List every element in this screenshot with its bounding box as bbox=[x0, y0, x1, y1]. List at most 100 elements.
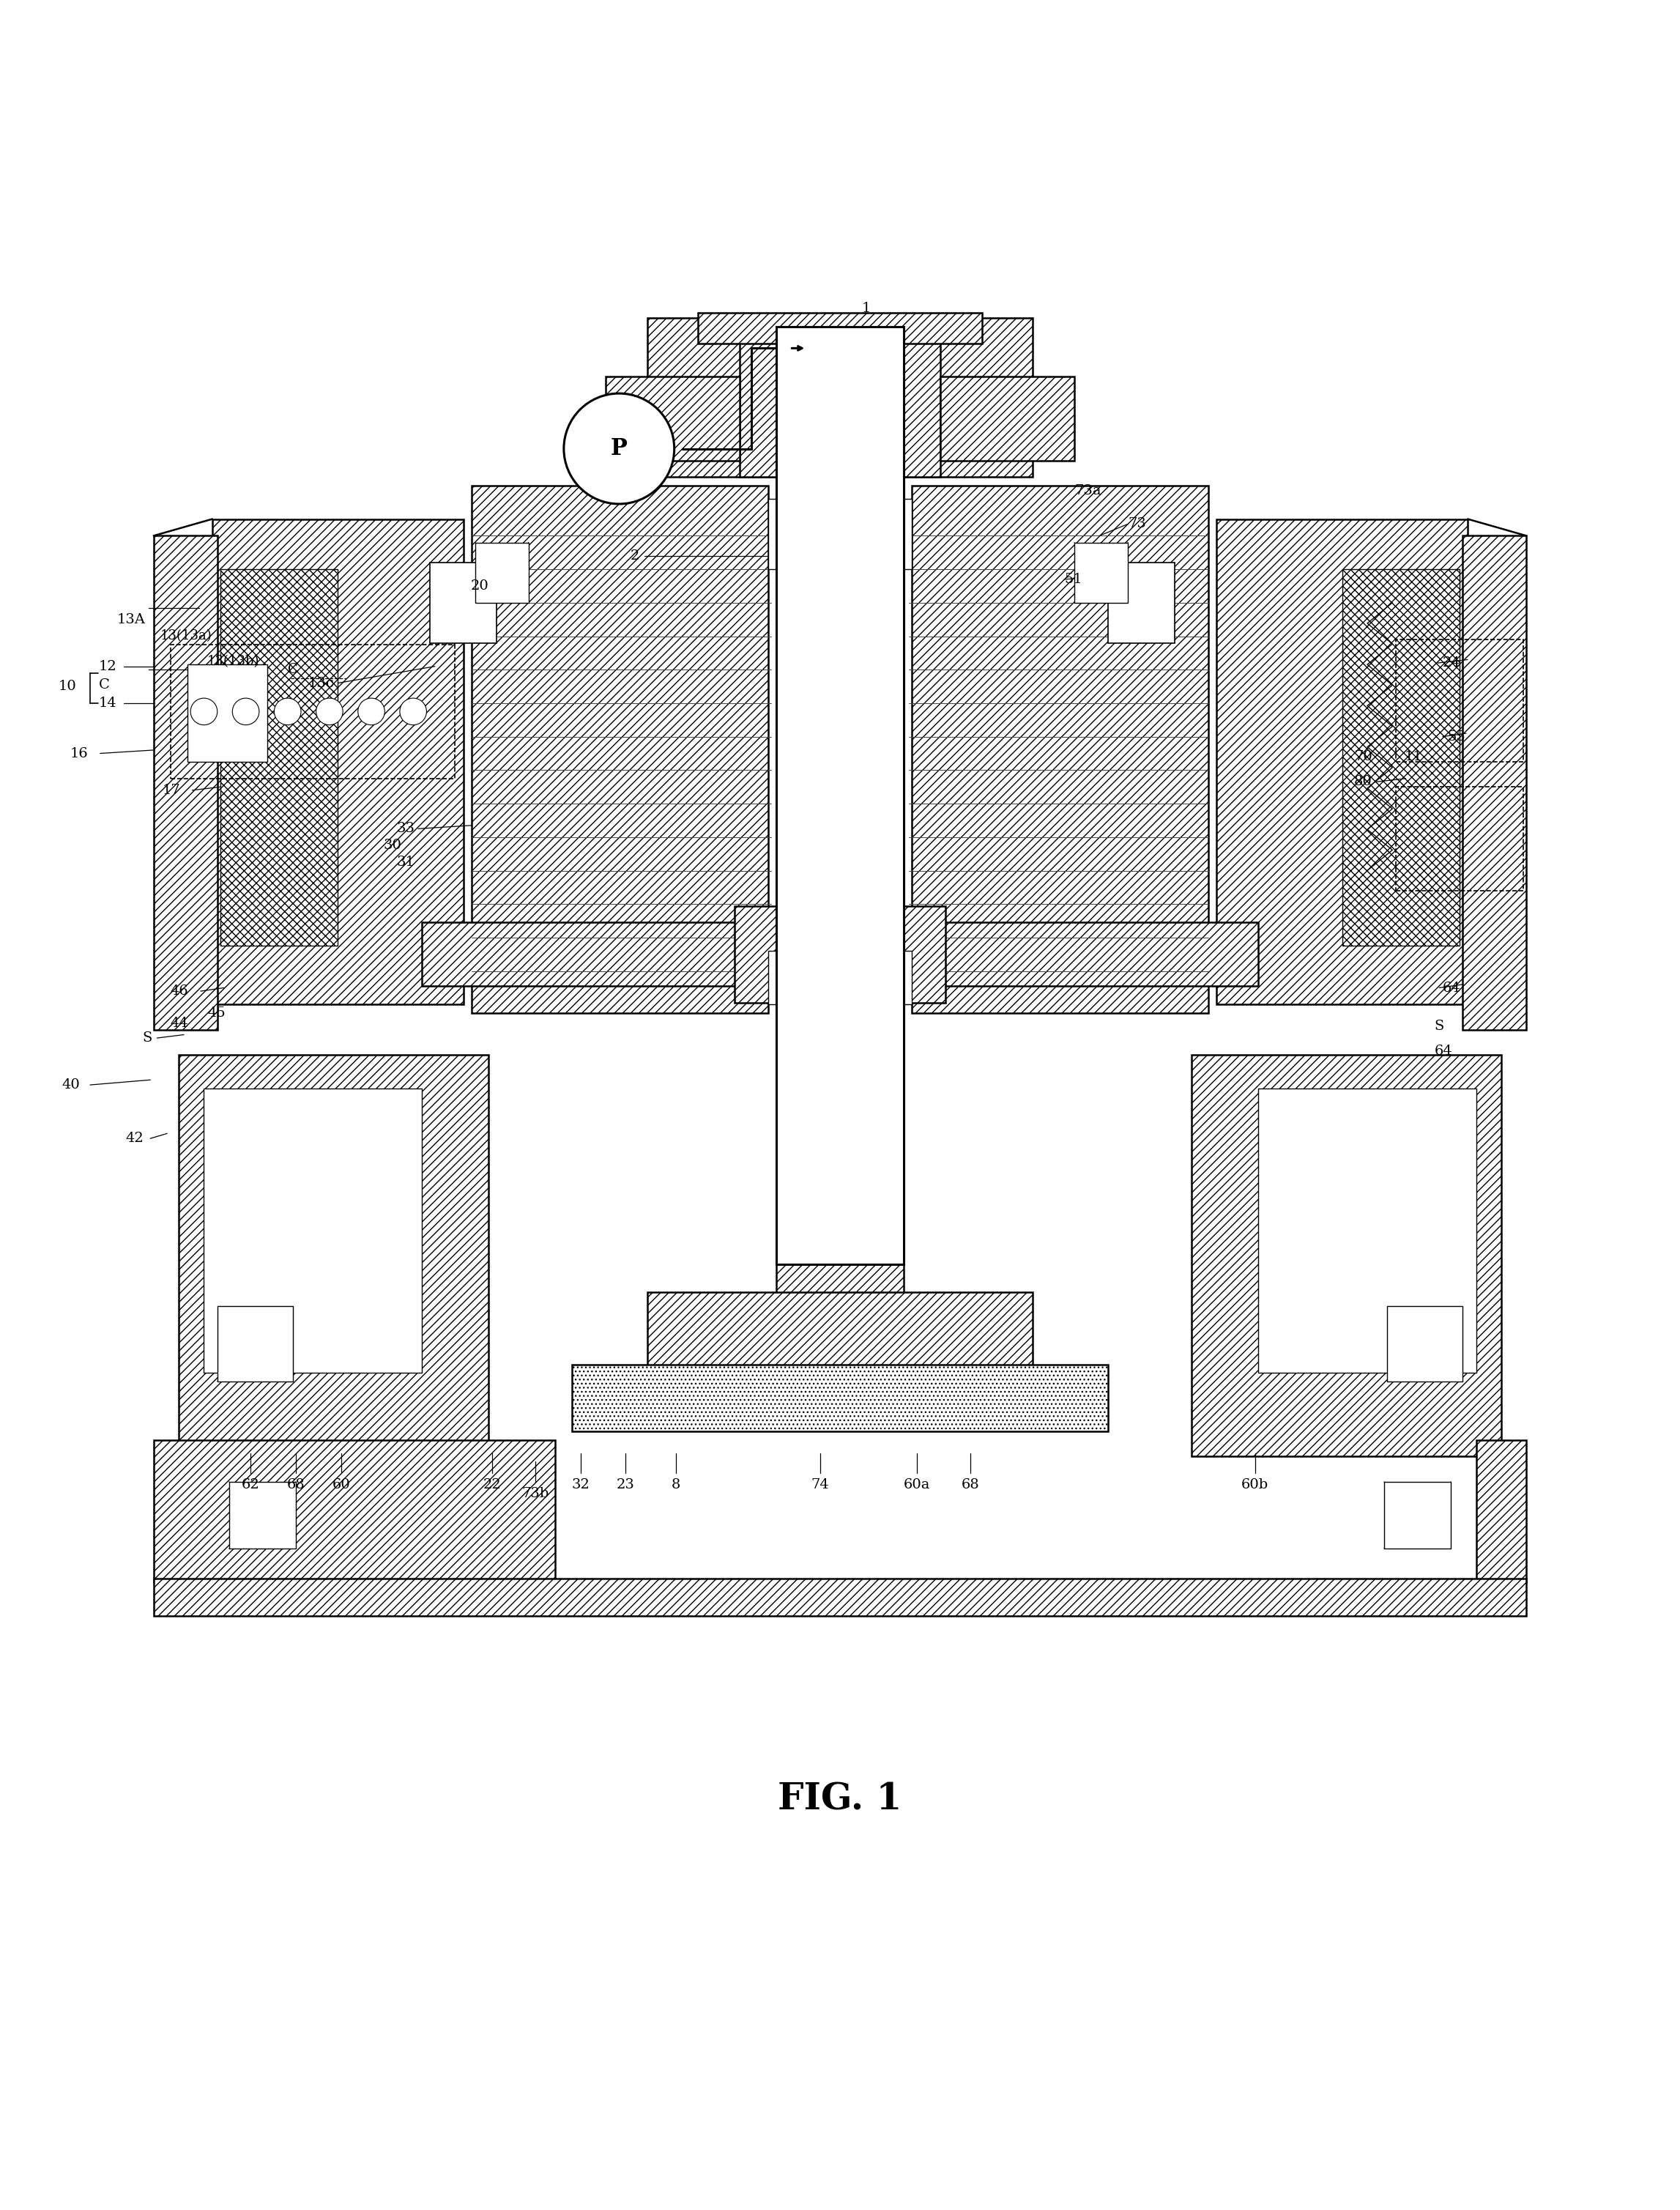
Circle shape bbox=[316, 698, 343, 725]
Text: 13A: 13A bbox=[118, 612, 146, 625]
Text: 55: 55 bbox=[1448, 729, 1465, 743]
Bar bbox=[1396, 639, 1524, 762]
Text: 80: 80 bbox=[1354, 776, 1373, 789]
Bar bbox=[1384, 1481, 1452, 1549]
Text: 22: 22 bbox=[482, 1478, 501, 1492]
Bar bbox=[186, 665, 267, 762]
Bar bbox=[912, 486, 1208, 1012]
Text: 44: 44 bbox=[170, 1017, 188, 1030]
Bar bbox=[1388, 1306, 1463, 1381]
Text: P: P bbox=[610, 438, 627, 460]
Text: 11: 11 bbox=[1404, 749, 1423, 762]
Bar bbox=[904, 318, 1033, 477]
Bar bbox=[153, 1578, 1527, 1616]
Bar bbox=[739, 318, 776, 477]
Bar bbox=[904, 318, 941, 477]
Text: 17: 17 bbox=[161, 785, 180, 798]
Bar bbox=[203, 1087, 422, 1372]
Bar bbox=[217, 1306, 292, 1381]
Text: 64: 64 bbox=[1443, 981, 1460, 995]
Bar bbox=[697, 314, 983, 343]
Text: FIG. 1: FIG. 1 bbox=[778, 1781, 902, 1819]
Text: 64: 64 bbox=[1435, 1045, 1452, 1059]
Text: S: S bbox=[143, 1032, 151, 1045]
Text: 60a: 60a bbox=[904, 1478, 931, 1492]
Text: 74: 74 bbox=[811, 1478, 828, 1492]
Text: 73: 73 bbox=[1127, 517, 1146, 530]
Text: 2: 2 bbox=[630, 550, 638, 561]
Text: 24: 24 bbox=[1443, 656, 1460, 670]
Circle shape bbox=[358, 698, 385, 725]
Text: S: S bbox=[1435, 1019, 1443, 1032]
Text: 13c: 13c bbox=[307, 676, 334, 690]
Circle shape bbox=[564, 393, 674, 504]
Bar bbox=[178, 1054, 489, 1456]
Circle shape bbox=[274, 698, 301, 725]
Bar bbox=[472, 486, 768, 1012]
Bar bbox=[153, 1441, 556, 1582]
Text: 46: 46 bbox=[170, 986, 188, 997]
Text: 32: 32 bbox=[571, 1478, 590, 1492]
Bar bbox=[647, 1293, 1033, 1372]
Text: 45: 45 bbox=[207, 1006, 225, 1019]
Bar bbox=[153, 535, 217, 1030]
Circle shape bbox=[400, 698, 427, 725]
Circle shape bbox=[190, 698, 217, 725]
Text: 12: 12 bbox=[99, 661, 116, 672]
Text: 13(13a): 13(13a) bbox=[160, 630, 212, 643]
Bar bbox=[862, 499, 912, 570]
Text: 30: 30 bbox=[383, 840, 402, 853]
Bar bbox=[1342, 570, 1460, 946]
Text: 51: 51 bbox=[1065, 572, 1082, 586]
Bar bbox=[475, 541, 529, 603]
Text: 68: 68 bbox=[961, 1478, 979, 1492]
Bar bbox=[768, 950, 815, 1006]
Text: C: C bbox=[287, 663, 297, 676]
Bar bbox=[647, 318, 776, 477]
Text: C: C bbox=[99, 678, 109, 692]
Text: 10: 10 bbox=[59, 681, 76, 694]
Bar bbox=[228, 1481, 296, 1549]
Text: 16: 16 bbox=[71, 747, 87, 760]
Text: 68: 68 bbox=[287, 1478, 306, 1492]
Bar bbox=[422, 922, 1258, 986]
Circle shape bbox=[232, 698, 259, 725]
Bar bbox=[1258, 1087, 1477, 1372]
Text: 1: 1 bbox=[862, 301, 870, 314]
Bar bbox=[768, 499, 818, 570]
Bar bbox=[941, 376, 1074, 460]
Text: 60: 60 bbox=[333, 1478, 349, 1492]
Text: 14: 14 bbox=[99, 696, 116, 709]
Bar bbox=[170, 645, 455, 778]
Text: 73a: 73a bbox=[1074, 484, 1100, 497]
Bar bbox=[573, 1364, 1107, 1432]
Text: 8: 8 bbox=[672, 1478, 680, 1492]
Text: 23: 23 bbox=[617, 1478, 635, 1492]
Text: 60b: 60b bbox=[1242, 1478, 1268, 1492]
Bar bbox=[606, 376, 739, 460]
Text: 33: 33 bbox=[396, 822, 415, 835]
Bar bbox=[1107, 564, 1174, 643]
Text: 20: 20 bbox=[470, 579, 489, 592]
Bar bbox=[220, 570, 338, 946]
Text: 31: 31 bbox=[396, 855, 415, 869]
Bar bbox=[1477, 1441, 1527, 1582]
Bar bbox=[1074, 541, 1127, 603]
Bar bbox=[1396, 787, 1524, 891]
Text: 73b: 73b bbox=[522, 1487, 549, 1501]
Bar bbox=[776, 1114, 904, 1306]
Bar bbox=[865, 950, 912, 1006]
Text: 13(13b): 13(13b) bbox=[207, 654, 260, 667]
Bar bbox=[734, 906, 776, 1003]
Bar bbox=[1191, 1054, 1502, 1456]
Bar bbox=[212, 519, 464, 1006]
Text: 70: 70 bbox=[1354, 749, 1373, 762]
Bar bbox=[776, 327, 904, 1264]
Bar bbox=[1463, 535, 1527, 1030]
Text: 62: 62 bbox=[242, 1478, 260, 1492]
Bar bbox=[904, 906, 946, 1003]
Bar bbox=[430, 564, 497, 643]
Text: 42: 42 bbox=[126, 1132, 143, 1145]
Text: 40: 40 bbox=[62, 1078, 79, 1092]
Bar bbox=[1216, 519, 1468, 1006]
